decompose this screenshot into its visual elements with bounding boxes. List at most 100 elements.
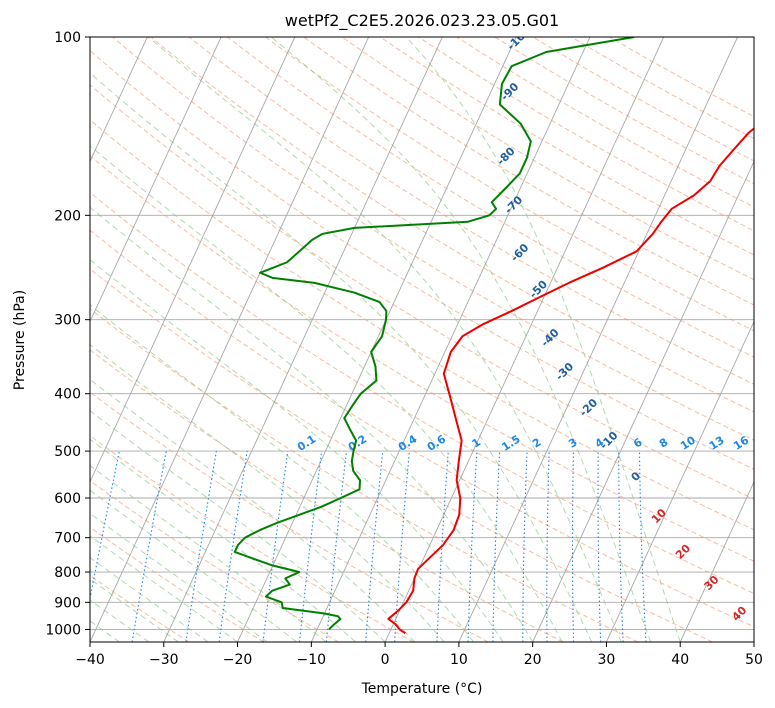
moist-adiabat — [90, 556, 209, 642]
mixing-ratio-label: 13 — [707, 434, 727, 453]
mixing-ratio-line — [90, 450, 120, 602]
moist-adiabat — [90, 512, 268, 642]
dry-adiabat — [90, 349, 564, 642]
isotherm — [753, 640, 754, 642]
mixing-ratio-line — [325, 451, 348, 642]
dry-adiabat — [90, 480, 339, 642]
mixing-ratio-lines — [90, 450, 647, 642]
mixing-ratio-label: 3 — [566, 436, 580, 451]
plot-frame — [89, 36, 755, 643]
adiabat-label: 20 — [673, 541, 693, 561]
isobars — [90, 37, 754, 630]
mixing-ratio-line — [131, 450, 167, 642]
moist-adiabats — [90, 37, 681, 642]
dry-adiabat — [90, 155, 754, 562]
isotherm — [90, 37, 296, 483]
isotherm — [606, 320, 754, 642]
adiabat-label: 10 — [649, 506, 669, 526]
x-axis: −40 −30 −20 −10 0 10 20 30 40 50 — [75, 642, 763, 668]
isotherm — [679, 480, 754, 642]
y-tick-label: 100 — [54, 30, 81, 46]
dry-adiabat — [532, 37, 754, 162]
dry-adiabat — [90, 574, 190, 642]
dry-adiabat — [90, 435, 414, 642]
moist-adiabat — [90, 206, 534, 642]
dry-adiabats — [90, 37, 754, 642]
x-axis-label: Temperature (°C) — [361, 681, 483, 697]
adiabat-label: -40 — [538, 326, 561, 349]
mixing-ratio-label: 8 — [657, 436, 671, 451]
isotherm — [90, 37, 370, 642]
moist-adiabat — [90, 343, 445, 642]
y-tick-label: 600 — [54, 491, 81, 507]
adiabat-label: -30 — [553, 360, 576, 383]
dry-adiabat — [150, 37, 754, 413]
moist-adiabat — [90, 72, 593, 642]
isotherm — [532, 160, 754, 642]
x-tick-label: 30 — [598, 652, 616, 668]
dry-adiabat — [341, 37, 754, 281]
x-tick-label: −30 — [149, 652, 179, 668]
x-tick-label: −40 — [75, 652, 105, 668]
adiabat-label: 0 — [629, 469, 644, 484]
mixing-ratio-line — [522, 451, 528, 642]
x-tick-label: 0 — [381, 652, 390, 668]
y-tick-label: 200 — [54, 208, 81, 224]
mixing-ratio-label: 16 — [731, 433, 751, 452]
moist-adiabat — [405, 37, 681, 642]
x-tick-label: 40 — [671, 652, 689, 668]
moist-adiabat — [90, 464, 327, 642]
dry-adiabat — [90, 191, 754, 595]
adiabat-label: -20 — [577, 396, 600, 419]
dry-adiabat — [90, 391, 489, 642]
dry-adiabat — [90, 84, 754, 500]
x-tick-label: 10 — [450, 652, 468, 668]
moist-adiabat — [90, 438, 356, 642]
adiabat-label: -60 — [508, 241, 531, 264]
moist-adiabat — [90, 304, 475, 642]
moist-adiabat — [90, 578, 179, 642]
mixing-ratio-line — [492, 451, 501, 642]
dry-adiabat — [494, 37, 754, 185]
mixing-ratio-label: 6 — [631, 435, 645, 450]
dry-adiabat — [265, 37, 754, 332]
mixing-ratio-line — [218, 451, 248, 642]
profiles — [233, 37, 754, 635]
x-tick-label: −20 — [223, 652, 253, 668]
y-axis-label: Pressure (hPa) — [12, 290, 28, 390]
mixing-ratio-line — [299, 451, 323, 642]
adiabat-label: -80 — [494, 144, 517, 167]
isotherm — [90, 37, 222, 323]
dry-adiabat — [227, 37, 754, 358]
isotherms — [90, 37, 754, 642]
moist-adiabat — [90, 410, 386, 642]
mixing-ratio-line — [185, 451, 217, 642]
mixing-ratio-line — [394, 451, 410, 642]
y-tick-label: 500 — [54, 444, 81, 460]
adiabat-label: 40 — [729, 603, 749, 623]
y-tick-label: 700 — [54, 531, 81, 547]
dry-adiabat — [112, 37, 754, 441]
mixing-ratio-line — [571, 451, 575, 642]
mixing-ratio-label: 2 — [530, 436, 544, 451]
chart-title: wetPf2_C2E5.2026.023.23.05.G01 — [285, 11, 559, 31]
x-tick-label: −10 — [297, 652, 327, 668]
x-tick-label: 20 — [524, 652, 542, 668]
dry-adiabat — [90, 229, 754, 628]
y-tick-label: 300 — [54, 313, 81, 329]
y-axis: 100 200 300 400 500 600 700 800 900 1000 — [45, 30, 90, 638]
isotherm — [237, 37, 517, 642]
isotherm — [384, 37, 665, 642]
line-labels: 0.10.20.40.611.52346810131620253036-100-… — [295, 37, 775, 624]
isotherm — [163, 37, 443, 642]
isotherm — [458, 37, 738, 642]
dry-adiabat — [90, 268, 713, 642]
mixing-ratio-line — [597, 451, 602, 642]
isotherm — [310, 37, 591, 642]
temperature-line — [387, 127, 754, 635]
moist-adiabat — [90, 259, 504, 642]
mixing-ratio-line — [365, 451, 384, 642]
mixing-ratio-label: 20 — [756, 433, 775, 452]
moist-adiabat — [90, 535, 238, 642]
